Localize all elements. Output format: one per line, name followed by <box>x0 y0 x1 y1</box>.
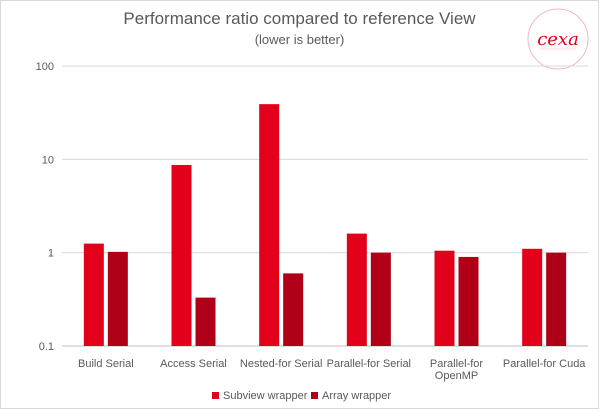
x-category-label: Parallel-for Serial <box>327 358 411 370</box>
bar-subview-2 <box>259 104 280 347</box>
logo-text: cexa <box>537 29 579 50</box>
bar-array-5 <box>546 252 567 346</box>
bar-subview-5 <box>522 248 543 346</box>
legend-swatch-0 <box>212 392 219 399</box>
x-category-label: Access Serial <box>160 358 227 370</box>
logo-circle <box>527 8 589 70</box>
cexa-logo: cexa <box>526 7 590 71</box>
bar-subview-1 <box>171 164 192 346</box>
y-tick-label: 100 <box>36 61 54 73</box>
legend: Subview wrapper Array wrapper <box>212 390 391 402</box>
bar-array-1 <box>195 297 216 346</box>
gridlines <box>62 65 588 347</box>
legend-label-1: Array wrapper <box>322 390 391 402</box>
y-tick-label: 0.1 <box>39 341 54 353</box>
bar-subview-0 <box>83 243 104 346</box>
chart-title: Performance ratio compared to reference … <box>123 9 476 28</box>
y-axis-ticks: 0.1 1 10 100 <box>36 61 54 353</box>
logo-graphic: cexa <box>527 8 589 70</box>
bar-array-0 <box>107 251 128 346</box>
bar-subview-3 <box>346 233 367 346</box>
x-category-label: Build Serial <box>78 358 134 370</box>
bar-array-4 <box>458 256 479 346</box>
x-category-label: OpenMP <box>435 370 478 382</box>
x-category-label: Parallel-for Cuda <box>503 358 586 370</box>
x-category-label: Nested-for Serial <box>240 358 323 370</box>
legend-swatch-1 <box>311 392 318 399</box>
bars <box>83 104 567 347</box>
legend-label-0: Subview wrapper <box>223 390 308 402</box>
x-category-label: Parallel-for <box>430 358 484 370</box>
y-tick-label: 10 <box>42 154 54 166</box>
bar-array-2 <box>283 273 304 346</box>
bar-array-3 <box>370 252 391 346</box>
chart-subtitle: (lower is better) <box>254 32 345 47</box>
bar-subview-4 <box>434 250 455 346</box>
y-tick-label: 1 <box>48 248 54 260</box>
x-axis-categories: Build Serial Access Serial Nested-for Seri… <box>78 358 586 382</box>
